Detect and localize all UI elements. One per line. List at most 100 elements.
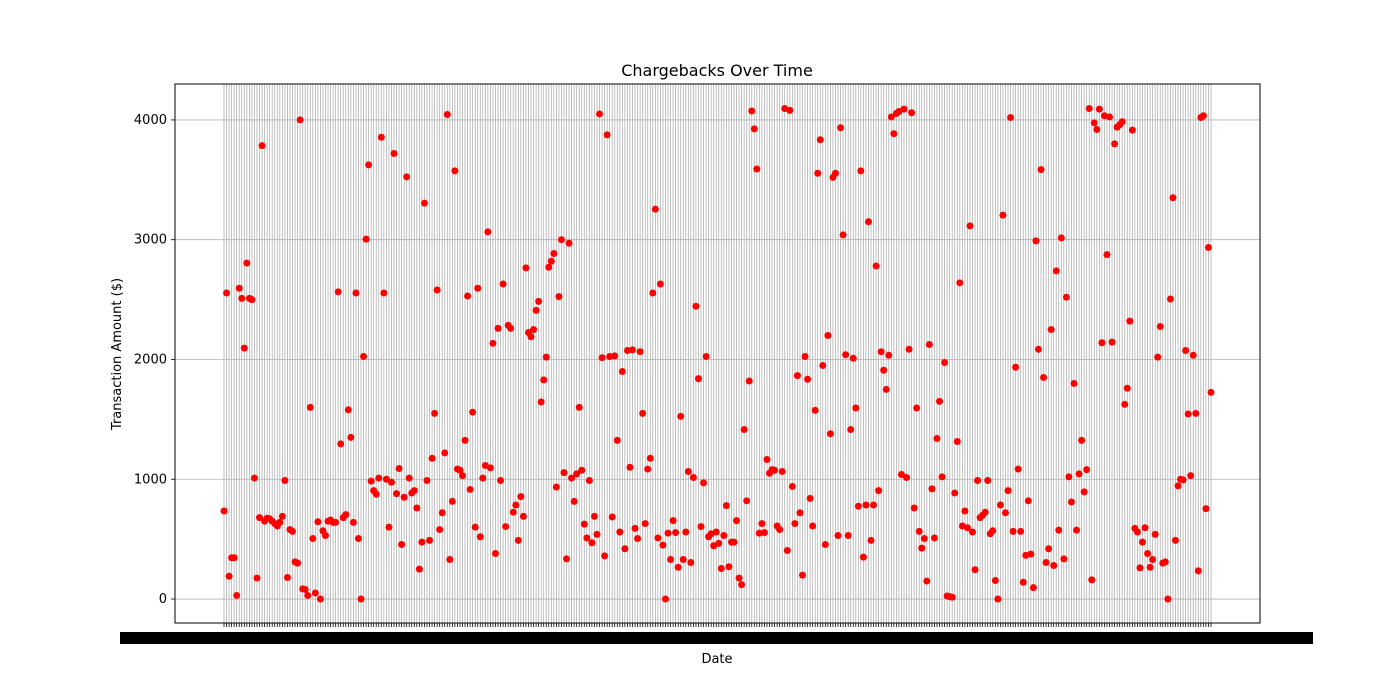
data-point <box>872 262 880 270</box>
data-point <box>1001 509 1009 517</box>
data-point <box>814 169 822 177</box>
data-point <box>583 534 591 542</box>
data-point <box>532 306 540 314</box>
data-point <box>509 508 517 516</box>
data-point <box>763 456 771 464</box>
data-point <box>1118 118 1126 126</box>
data-point <box>517 493 525 501</box>
data-point <box>971 566 979 574</box>
data-point <box>390 149 398 157</box>
data-point <box>1093 126 1101 134</box>
data-point <box>839 231 847 239</box>
data-point <box>542 353 550 361</box>
data-point <box>659 541 667 549</box>
data-point <box>514 536 522 544</box>
data-point <box>253 574 261 582</box>
data-point <box>360 352 368 360</box>
data-point <box>512 501 520 509</box>
data-point <box>601 552 609 560</box>
data-point <box>755 529 763 537</box>
data-point <box>1085 105 1093 113</box>
data-point <box>588 539 596 547</box>
data-point <box>433 286 441 294</box>
data-point <box>654 534 662 542</box>
data-point <box>1024 497 1032 505</box>
data-point <box>568 474 576 482</box>
data-point <box>550 249 558 257</box>
data-point <box>738 581 746 589</box>
data-point <box>999 211 1007 219</box>
data-point <box>585 476 593 484</box>
data-point <box>1060 555 1068 563</box>
data-point <box>441 449 449 457</box>
data-point <box>476 533 484 541</box>
data-point <box>616 528 624 536</box>
data-point <box>842 351 850 359</box>
data-point <box>1047 326 1055 334</box>
data-point <box>682 528 690 536</box>
data-point <box>994 595 1002 603</box>
data-point <box>743 497 751 505</box>
data-point <box>332 518 340 526</box>
data-point <box>938 473 946 481</box>
x-axis <box>120 623 1313 644</box>
data-point <box>578 466 586 474</box>
data-point <box>502 523 510 531</box>
data-point <box>459 472 467 480</box>
data-point <box>611 352 619 360</box>
data-point <box>1080 488 1088 496</box>
data-point <box>494 324 502 332</box>
data-point <box>679 556 687 564</box>
data-point <box>745 377 753 385</box>
data-point <box>951 489 959 497</box>
data-point <box>689 473 697 481</box>
data-point <box>941 358 949 366</box>
data-point <box>857 167 865 175</box>
data-point <box>880 366 888 374</box>
y-tick-label: 0 <box>159 592 167 607</box>
data-point <box>870 501 878 509</box>
data-point <box>1090 119 1098 127</box>
data-point <box>996 501 1004 509</box>
data-point <box>804 375 812 383</box>
data-point <box>634 535 642 543</box>
data-point <box>552 483 560 491</box>
data-point <box>337 440 345 448</box>
data-point <box>405 474 413 482</box>
data-point <box>890 130 898 138</box>
data-point <box>702 352 710 360</box>
data-point <box>436 526 444 534</box>
data-point <box>897 470 905 478</box>
data-point <box>968 528 976 536</box>
data-point <box>497 476 505 484</box>
data-point <box>580 520 588 528</box>
data-point <box>377 133 385 141</box>
data-point <box>1156 323 1164 331</box>
data-point <box>557 236 565 244</box>
data-point <box>760 529 768 537</box>
data-point <box>811 406 819 414</box>
data-point <box>342 511 350 519</box>
data-point <box>349 518 357 526</box>
data-point <box>486 464 494 472</box>
data-point <box>563 555 571 563</box>
data-point <box>791 520 799 528</box>
data-point <box>778 467 786 475</box>
data-point <box>573 470 581 478</box>
data-point <box>1045 545 1053 553</box>
data-point <box>735 574 743 582</box>
data-point <box>656 280 664 288</box>
data-points <box>220 105 1215 603</box>
data-point <box>456 466 464 474</box>
data-point <box>849 354 857 362</box>
data-point <box>1075 470 1083 478</box>
data-point <box>484 228 492 236</box>
data-point <box>431 409 439 417</box>
data-point <box>900 105 908 113</box>
data-point <box>1007 114 1015 122</box>
data-point <box>276 518 284 526</box>
data-point <box>910 504 918 512</box>
data-point <box>669 517 677 525</box>
data-point <box>570 497 578 505</box>
data-point <box>974 476 982 484</box>
